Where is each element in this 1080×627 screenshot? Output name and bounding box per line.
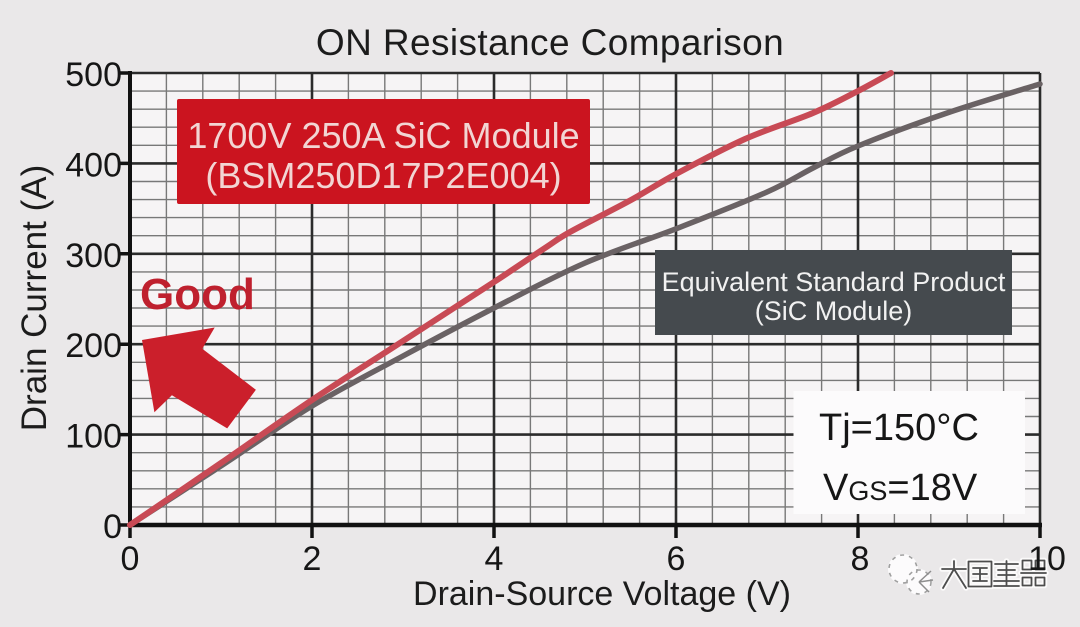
svg-text:2: 2: [303, 540, 322, 578]
svg-text:Equivalent Standard Product: Equivalent Standard Product: [662, 267, 1006, 297]
svg-text:300: 300: [65, 237, 122, 275]
svg-text:10: 10: [1028, 540, 1066, 578]
svg-text:Drain-Source Voltage (V): Drain-Source Voltage (V): [413, 575, 791, 613]
svg-text:0: 0: [121, 540, 140, 578]
svg-text:0: 0: [103, 508, 122, 546]
svg-text:200: 200: [65, 327, 122, 365]
svg-text:4: 4: [485, 540, 504, 578]
svg-text:(SiC Module): (SiC Module): [755, 296, 913, 326]
svg-text:400: 400: [65, 146, 122, 184]
svg-text:100: 100: [65, 418, 122, 456]
svg-text:(BSM250D17P2E004): (BSM250D17P2E004): [205, 155, 561, 196]
svg-text:8: 8: [851, 540, 870, 578]
svg-text:ON Resistance Comparison: ON Resistance Comparison: [316, 22, 784, 63]
svg-text:Tj=150°C: Tj=150°C: [819, 407, 979, 449]
svg-text:6: 6: [667, 540, 686, 578]
svg-text:500: 500: [65, 56, 122, 94]
svg-text:1700V 250A SiC Module: 1700V 250A SiC Module: [187, 115, 579, 156]
svg-text:Drain Current (A): Drain Current (A): [15, 165, 54, 431]
svg-text:VGS=18V: VGS=18V: [823, 467, 978, 509]
svg-text:Good: Good: [140, 270, 255, 319]
